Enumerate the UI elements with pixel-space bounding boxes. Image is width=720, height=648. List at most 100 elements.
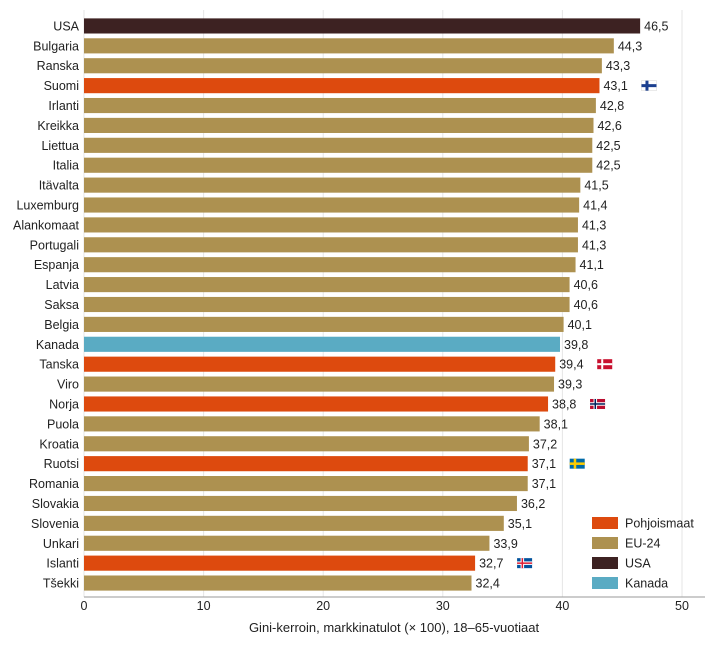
data-label: 33,9 — [493, 537, 517, 551]
bar — [84, 157, 593, 173]
legend-label-canada: Kanada — [625, 577, 668, 591]
legend-swatch-canada — [592, 577, 618, 589]
category-label: Liettua — [41, 139, 79, 153]
data-label: 37,1 — [532, 457, 556, 471]
x-axis: 0 10 20 30 40 50 — [81, 596, 705, 613]
x-tick-label: 30 — [436, 599, 450, 613]
category-label: Slovakia — [32, 497, 79, 511]
bars — [84, 18, 641, 591]
flags — [517, 80, 657, 569]
bar — [84, 97, 596, 114]
bar — [84, 117, 594, 133]
data-label: 43,3 — [606, 59, 630, 73]
bar — [84, 257, 576, 273]
data-label: 42,5 — [596, 139, 620, 153]
x-tick-label: 20 — [316, 599, 330, 613]
legend-swatch-nordic — [592, 517, 618, 529]
bar — [84, 575, 472, 591]
bar — [84, 416, 540, 432]
category-label: Bulgaria — [33, 39, 79, 53]
category-label: Tšekki — [43, 577, 79, 591]
x-tick-label: 0 — [81, 599, 88, 613]
data-label: 42,6 — [597, 119, 621, 133]
category-label: Suomi — [44, 79, 79, 93]
data-label: 41,3 — [582, 218, 606, 232]
category-label: Portugali — [30, 238, 79, 252]
bar — [84, 237, 578, 253]
data-label: 40,1 — [568, 318, 592, 332]
data-label: 46,5 — [644, 19, 668, 33]
bar — [84, 137, 593, 153]
data-label: 32,4 — [476, 577, 500, 591]
bar — [84, 376, 555, 392]
data-label: 39,3 — [558, 378, 582, 392]
x-tick-label: 40 — [555, 599, 569, 613]
legend-label-eu: EU-24 — [625, 537, 660, 551]
bar — [84, 476, 528, 492]
category-label: Romania — [29, 477, 79, 491]
category-label: Italia — [53, 159, 79, 173]
category-label: Saksa — [44, 298, 79, 312]
bar — [84, 555, 476, 571]
bar — [84, 177, 581, 193]
data-label: 41,5 — [584, 179, 608, 193]
flag-dk-icon — [597, 359, 613, 370]
data-label: 40,6 — [574, 278, 598, 292]
flag-se-icon — [569, 458, 585, 469]
category-label: Islanti — [46, 557, 79, 571]
data-label: 39,4 — [559, 358, 583, 372]
category-label: Norja — [49, 397, 79, 411]
data-label: 35,1 — [508, 517, 532, 531]
data-label: 43,1 — [603, 79, 627, 93]
category-label: Ruotsi — [44, 457, 79, 471]
bar — [84, 197, 580, 213]
flag-no-icon — [590, 398, 606, 409]
bar — [84, 456, 528, 472]
bar — [84, 316, 564, 332]
category-label: Irlanti — [48, 99, 79, 113]
category-label: Slovenia — [31, 517, 79, 531]
category-label: Tanska — [39, 358, 79, 372]
x-axis-title: Gini-kerroin, markkinatulot (× 100), 18–… — [249, 620, 540, 635]
category-label: Luxemburg — [16, 199, 79, 213]
bar — [84, 396, 549, 412]
category-label: Belgia — [44, 318, 79, 332]
category-label: Viro — [57, 378, 79, 392]
bar — [84, 217, 578, 233]
bar — [84, 495, 517, 512]
bar — [84, 515, 504, 531]
bar — [84, 58, 602, 74]
flag-fi-icon — [641, 80, 657, 91]
bar — [84, 356, 556, 372]
data-label: 42,8 — [600, 99, 624, 113]
x-tick-label: 50 — [675, 599, 689, 613]
bar — [84, 296, 570, 313]
data-label: 40,6 — [574, 298, 598, 312]
flag-is-icon — [517, 558, 533, 569]
category-label: Alankomaat — [13, 218, 80, 232]
data-label: 37,1 — [532, 477, 556, 491]
bar — [84, 336, 561, 352]
data-label: 41,1 — [580, 258, 604, 272]
category-label: Espanja — [34, 258, 79, 272]
bar — [84, 535, 490, 551]
data-label: 39,8 — [564, 338, 588, 352]
legend-label-usa: USA — [625, 557, 651, 571]
category-label: Kanada — [36, 338, 79, 352]
bar — [84, 18, 641, 34]
category-label: USA — [53, 19, 79, 33]
legend-swatch-eu — [592, 537, 618, 549]
bar — [84, 78, 600, 94]
data-label: 38,1 — [544, 417, 568, 431]
category-label: Ranska — [37, 59, 79, 73]
category-label: Itävalta — [39, 179, 79, 193]
legend: Pohjoismaat EU-24 USA Kanada — [592, 517, 694, 591]
category-labels: USA Bulgaria Ranska Suomi Irlanti Kreikka Liet… — [13, 19, 80, 590]
bar — [84, 38, 614, 54]
bar — [84, 436, 529, 452]
data-label: 41,3 — [582, 238, 606, 252]
data-label: 44,3 — [618, 39, 642, 53]
data-label: 32,7 — [479, 557, 503, 571]
data-label: 42,5 — [596, 159, 620, 173]
